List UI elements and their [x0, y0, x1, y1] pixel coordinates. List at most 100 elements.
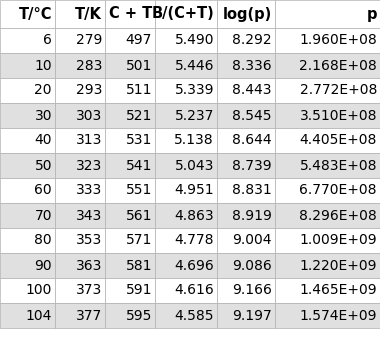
Bar	[155, 28, 217, 53]
Text: 2.772E+08: 2.772E+08	[299, 83, 377, 98]
Text: 90: 90	[34, 258, 52, 273]
Text: 541: 541	[125, 158, 152, 173]
Text: 283: 283	[76, 58, 102, 73]
Text: 104: 104	[25, 309, 52, 322]
Text: 1.960E+08: 1.960E+08	[299, 34, 377, 47]
Text: 30: 30	[35, 109, 52, 122]
Text: B/(C+T): B/(C+T)	[151, 7, 214, 21]
Bar	[55, 28, 105, 53]
Bar	[155, 128, 217, 153]
Text: 8.296E+08: 8.296E+08	[299, 209, 377, 222]
Bar	[217, 28, 275, 53]
Bar	[0, 0, 55, 28]
Bar	[0, 203, 55, 228]
Text: 9.197: 9.197	[232, 309, 272, 322]
Bar	[275, 178, 380, 203]
Bar	[217, 103, 275, 128]
Text: 497: 497	[125, 34, 152, 47]
Bar	[105, 278, 155, 303]
Bar	[55, 103, 105, 128]
Bar	[155, 203, 217, 228]
Bar	[217, 78, 275, 103]
Bar	[105, 103, 155, 128]
Text: 595: 595	[125, 309, 152, 322]
Bar	[275, 253, 380, 278]
Bar	[217, 228, 275, 253]
Bar	[55, 178, 105, 203]
Text: 8.292: 8.292	[232, 34, 272, 47]
Text: 303: 303	[76, 109, 102, 122]
Bar	[217, 128, 275, 153]
Bar	[155, 253, 217, 278]
Bar	[0, 28, 55, 53]
Text: 10: 10	[34, 58, 52, 73]
Bar	[0, 78, 55, 103]
Text: T/K: T/K	[75, 7, 102, 21]
Bar	[275, 128, 380, 153]
Text: 333: 333	[76, 183, 102, 198]
Text: 8.545: 8.545	[233, 109, 272, 122]
Bar	[0, 178, 55, 203]
Text: 5.237: 5.237	[174, 109, 214, 122]
Bar	[155, 0, 217, 28]
Text: 5.138: 5.138	[174, 134, 214, 147]
Text: 5.339: 5.339	[174, 83, 214, 98]
Bar	[155, 153, 217, 178]
Text: 9.086: 9.086	[232, 258, 272, 273]
Bar	[105, 153, 155, 178]
Text: 511: 511	[125, 83, 152, 98]
Bar	[105, 228, 155, 253]
Text: 551: 551	[125, 183, 152, 198]
Bar	[105, 303, 155, 328]
Bar	[0, 303, 55, 328]
Text: 4.951: 4.951	[174, 183, 214, 198]
Bar	[55, 303, 105, 328]
Bar	[0, 53, 55, 78]
Text: 561: 561	[125, 209, 152, 222]
Bar	[155, 103, 217, 128]
Bar	[55, 203, 105, 228]
Text: 293: 293	[76, 83, 102, 98]
Text: 373: 373	[76, 283, 102, 298]
Bar	[105, 28, 155, 53]
Text: 5.483E+08: 5.483E+08	[299, 158, 377, 173]
Text: log(p): log(p)	[223, 7, 272, 21]
Bar	[155, 278, 217, 303]
Bar	[275, 303, 380, 328]
Bar	[105, 253, 155, 278]
Bar	[155, 228, 217, 253]
Bar	[217, 0, 275, 28]
Bar	[105, 178, 155, 203]
Bar	[275, 153, 380, 178]
Text: 4.585: 4.585	[174, 309, 214, 322]
Text: 4.778: 4.778	[174, 234, 214, 247]
Bar	[105, 78, 155, 103]
Text: 5.446: 5.446	[174, 58, 214, 73]
Text: 8.443: 8.443	[233, 83, 272, 98]
Text: C + T: C + T	[109, 7, 152, 21]
Text: 60: 60	[34, 183, 52, 198]
Text: 9.166: 9.166	[232, 283, 272, 298]
Text: 5.490: 5.490	[174, 34, 214, 47]
Bar	[0, 103, 55, 128]
Bar	[55, 0, 105, 28]
Text: 343: 343	[76, 209, 102, 222]
Bar	[155, 303, 217, 328]
Text: 100: 100	[25, 283, 52, 298]
Bar	[55, 278, 105, 303]
Bar	[105, 0, 155, 28]
Bar	[217, 53, 275, 78]
Bar	[0, 278, 55, 303]
Text: 501: 501	[125, 58, 152, 73]
Bar	[0, 153, 55, 178]
Text: 4.863: 4.863	[174, 209, 214, 222]
Text: 591: 591	[125, 283, 152, 298]
Bar	[275, 278, 380, 303]
Text: 279: 279	[76, 34, 102, 47]
Text: 20: 20	[35, 83, 52, 98]
Bar	[105, 128, 155, 153]
Text: 70: 70	[35, 209, 52, 222]
Bar	[275, 103, 380, 128]
Text: 8.336: 8.336	[232, 58, 272, 73]
Text: 5.043: 5.043	[174, 158, 214, 173]
